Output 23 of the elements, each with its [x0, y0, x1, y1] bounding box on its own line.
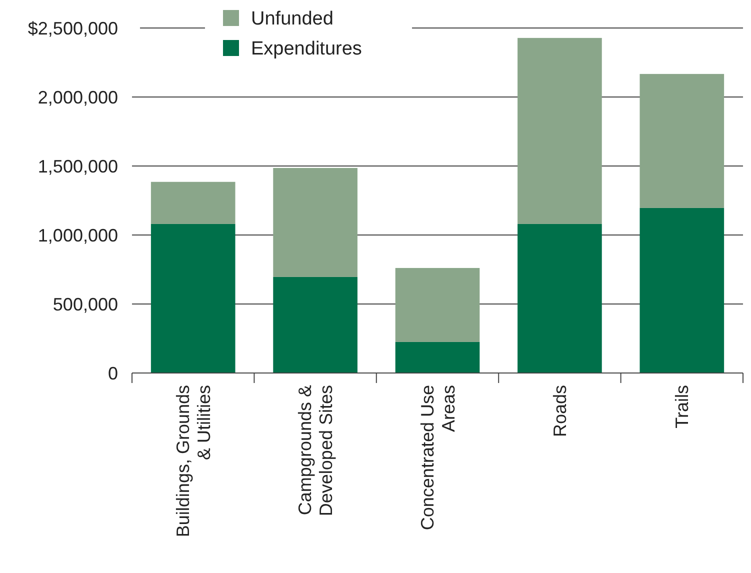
- bar: [273, 168, 358, 277]
- bar: [395, 342, 480, 373]
- bar: [395, 268, 480, 342]
- bar: [640, 208, 724, 373]
- y-tick-label: $2,500,000: [28, 18, 118, 38]
- x-tick-label: Campgrounds & Developed Sites: [295, 385, 336, 516]
- y-tick-label: 2,000,000: [38, 87, 118, 108]
- bar: [518, 224, 602, 373]
- bar: [640, 74, 724, 208]
- y-tick-label: 0: [108, 363, 118, 384]
- bar: [273, 276, 358, 373]
- x-tick-label: Concentrated Use Areas: [417, 385, 458, 530]
- bar: [150, 182, 236, 224]
- x-tick-label: Buildings, Grounds & Utilities: [172, 385, 214, 538]
- legend-label: Unfunded: [251, 8, 334, 30]
- bar: [150, 224, 236, 373]
- y-tick-label: 500,000: [52, 294, 118, 314]
- x-tick-label: Trails: [672, 385, 692, 428]
- bar: [518, 38, 602, 224]
- x-tick-label: Roads: [550, 385, 570, 438]
- y-tick-label: 1,500,000: [38, 156, 118, 176]
- y-tick-label: 1,000,000: [38, 225, 118, 246]
- legend-label: Expenditures: [251, 38, 362, 60]
